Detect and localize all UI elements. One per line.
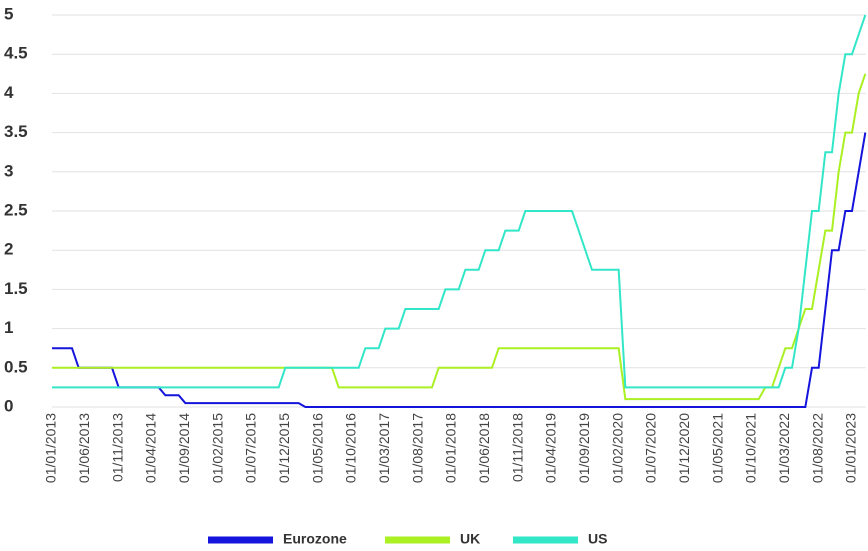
x-tick-label: 01/09/2014 <box>176 413 192 483</box>
y-tick-label: 5 <box>4 4 13 23</box>
x-tick-label: 01/12/2015 <box>276 413 292 483</box>
x-tick-label: 01/03/2022 <box>776 413 792 483</box>
x-tick-label: 01/08/2017 <box>409 413 425 483</box>
x-tick-label: 01/02/2015 <box>209 413 225 483</box>
x-tick-label: 01/01/2018 <box>443 413 459 483</box>
y-tick-label: 1 <box>4 318 13 337</box>
x-tick-label: 01/10/2021 <box>743 413 759 483</box>
x-tick-label: 01/04/2014 <box>143 413 159 483</box>
x-tick-label: 01/09/2019 <box>576 413 592 483</box>
x-tick-label: 01/07/2020 <box>643 413 659 483</box>
y-tick-label: 1.5 <box>4 279 28 298</box>
y-tick-label: 0 <box>4 396 13 415</box>
line-series <box>52 132 867 408</box>
x-tick-label: 01/03/2017 <box>376 413 392 483</box>
x-tick-label: 01/06/2018 <box>476 413 492 483</box>
x-tick-label: 01/10/2016 <box>343 413 359 483</box>
x-tick-label: 01/01/2023 <box>843 413 859 483</box>
legend-label: UK <box>460 531 480 547</box>
x-tick-label: 01/01/2013 <box>43 413 59 483</box>
y-tick-label: 4 <box>4 83 14 102</box>
x-tick-label: 01/05/2016 <box>309 413 325 483</box>
x-tick-label: 01/04/2019 <box>543 413 559 483</box>
legend-label: US <box>588 531 607 547</box>
y-tick-label: 3 <box>4 161 13 180</box>
x-tick-label: 01/02/2020 <box>609 413 625 483</box>
y-tick-label: 2.5 <box>4 200 28 219</box>
line-series <box>52 73 867 401</box>
x-tick-label: 01/11/2013 <box>109 413 125 482</box>
y-tick-label: 3.5 <box>4 122 28 141</box>
x-tick-label: 01/07/2015 <box>243 413 259 483</box>
legend-label: Eurozone <box>283 531 347 547</box>
x-tick-label: 01/11/2018 <box>509 413 525 482</box>
y-tick-label: 2 <box>4 240 13 259</box>
x-tick-label: 01/05/2021 <box>709 413 725 483</box>
x-tick-label: 01/08/2022 <box>809 413 825 483</box>
x-tick-label: 01/06/2013 <box>76 413 92 483</box>
x-tick-label: 01/12/2020 <box>676 413 692 483</box>
y-tick-label: 0.5 <box>4 357 28 376</box>
line-series <box>52 14 867 389</box>
y-tick-label: 4.5 <box>4 44 28 63</box>
